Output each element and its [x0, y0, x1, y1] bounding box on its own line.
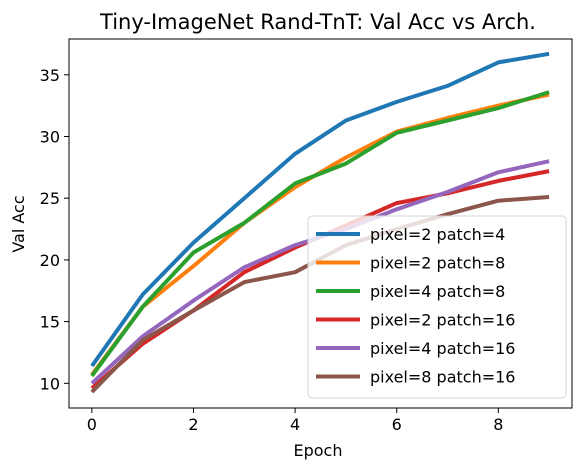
legend-entry-2: pixel=2 patch=8	[370, 254, 505, 273]
x-tick-label-1: 2	[188, 415, 198, 434]
plot-frame	[68, 38, 573, 409]
y-tick-label-1: 15	[40, 313, 60, 332]
series-line-1	[90, 51, 550, 368]
series-line-3	[90, 90, 550, 378]
legend-entry-5: pixel=4 patch=16	[370, 339, 515, 358]
y-tick-label-0: 10	[40, 374, 60, 393]
y-axis: 10 15 20 25 30 35	[40, 66, 69, 393]
legend-box	[307, 215, 567, 399]
y-tick-label-4: 30	[40, 127, 60, 146]
x-tick-label-4: 8	[493, 415, 503, 434]
x-tick-label-0: 0	[87, 415, 97, 434]
legend: pixel=2 patch=4 pixel=2 patch=8 pixel=4 pa…	[307, 215, 567, 399]
x-tick-label-2: 4	[290, 415, 300, 434]
y-tick-label-5: 35	[40, 66, 60, 85]
legend-entry-6: pixel=8 patch=16	[370, 368, 515, 387]
legend-entry-3: pixel=4 patch=8	[370, 282, 505, 301]
x-axis-label: Epoch	[294, 441, 343, 460]
legend-entry-4: pixel=2 patch=16	[370, 311, 515, 330]
y-tick-label-3: 25	[40, 189, 60, 208]
y-axis-label: Val Acc	[9, 195, 28, 252]
x-axis: 0 2 4 6 8	[87, 408, 503, 434]
x-tick-label-3: 6	[392, 415, 402, 434]
chart-title: Tiny-ImageNet Rand-TnT: Val Acc vs Arch.	[99, 10, 536, 34]
y-tick-label-2: 20	[40, 251, 60, 270]
legend-entry-1: pixel=2 patch=4	[370, 225, 505, 244]
